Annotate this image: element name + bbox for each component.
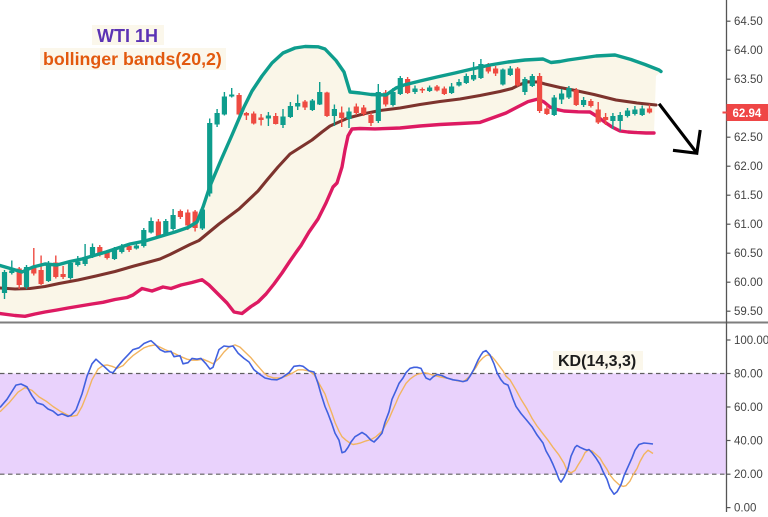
svg-text:80.00: 80.00 [734,369,763,381]
svg-text:62.50: 62.50 [734,132,763,144]
svg-text:61.00: 61.00 [734,219,763,231]
svg-text:60.00: 60.00 [734,402,763,414]
svg-text:59.50: 59.50 [734,306,763,318]
svg-text:60.50: 60.50 [734,248,763,260]
svg-text:bollinger bands(20,2): bollinger bands(20,2) [43,49,222,69]
svg-text:40.00: 40.00 [734,436,763,448]
svg-text:20.00: 20.00 [734,469,763,481]
svg-text:0.00: 0.00 [734,503,756,512]
svg-text:63.50: 63.50 [734,74,763,86]
svg-text:62.00: 62.00 [734,161,763,173]
svg-text:62.94: 62.94 [733,108,762,120]
svg-text:64.50: 64.50 [734,16,763,28]
svg-text:64.00: 64.00 [734,45,763,57]
svg-text:60.00: 60.00 [734,277,763,289]
svg-text:WTI 1H: WTI 1H [97,26,158,46]
svg-text:KD(14,3,3): KD(14,3,3) [558,353,636,370]
svg-text:61.50: 61.50 [734,190,763,202]
svg-text:100.00: 100.00 [734,335,768,347]
